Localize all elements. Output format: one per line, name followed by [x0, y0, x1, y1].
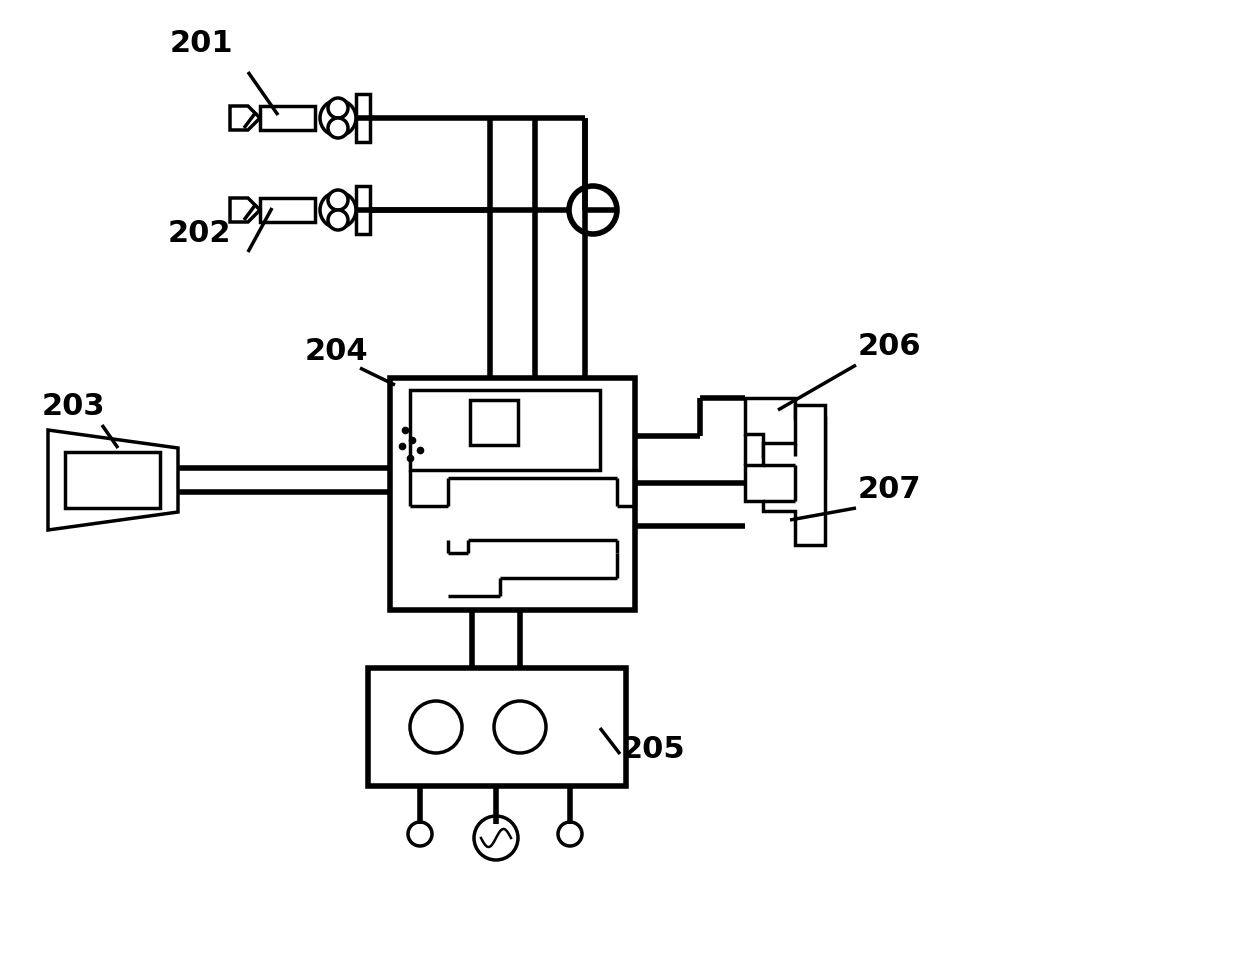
Bar	[356, 186, 370, 234]
Circle shape	[329, 118, 348, 138]
Polygon shape	[48, 430, 179, 530]
Circle shape	[494, 701, 546, 753]
Polygon shape	[745, 405, 825, 545]
Bar	[391, 378, 635, 610]
Text: 206: 206	[858, 332, 921, 361]
Polygon shape	[229, 106, 260, 130]
Bar	[260, 198, 315, 222]
Circle shape	[569, 186, 618, 234]
Text: 202: 202	[167, 219, 232, 248]
Circle shape	[320, 100, 356, 136]
Text: 207: 207	[858, 475, 921, 504]
Bar	[368, 668, 626, 786]
Polygon shape	[745, 398, 825, 478]
Circle shape	[408, 822, 432, 846]
Text: 201: 201	[170, 29, 233, 58]
Text: 205: 205	[622, 735, 686, 764]
Bar	[64, 452, 160, 508]
Text: 203: 203	[42, 392, 105, 421]
Bar	[470, 400, 518, 445]
Text: 204: 204	[305, 337, 368, 366]
Circle shape	[329, 210, 348, 230]
Circle shape	[329, 98, 348, 118]
Circle shape	[410, 701, 463, 753]
Circle shape	[320, 192, 356, 228]
Circle shape	[329, 190, 348, 210]
Bar	[356, 94, 370, 142]
Circle shape	[558, 822, 582, 846]
Polygon shape	[229, 198, 260, 222]
Circle shape	[474, 816, 518, 860]
Bar	[410, 390, 600, 470]
Bar	[260, 106, 315, 130]
